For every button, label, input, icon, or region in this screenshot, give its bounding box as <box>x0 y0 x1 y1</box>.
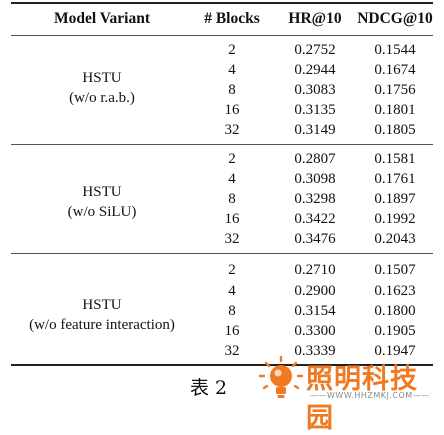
cell-ndcg10: 0.1507 <box>374 262 416 278</box>
cell-blocks: 2 <box>228 262 236 278</box>
cell-hr10: 0.3098 <box>294 171 336 187</box>
model-variant-name: HSTU <box>82 297 122 313</box>
header-model-variant: Model Variant <box>53 10 151 27</box>
model-variant-name: HSTU <box>82 70 122 86</box>
top-rule <box>11 2 433 4</box>
cell-blocks: 32 <box>224 343 240 359</box>
group-divider <box>11 253 433 254</box>
header-blocks: # Blocks <box>204 10 260 27</box>
cell-hr10: 0.3154 <box>294 303 336 319</box>
cell-hr10: 0.3135 <box>294 102 336 118</box>
cell-ndcg10: 0.1674 <box>374 62 416 78</box>
cell-ndcg10: 0.1992 <box>374 211 416 227</box>
cell-blocks: 8 <box>228 191 236 207</box>
table-caption: 表 2 <box>190 377 228 399</box>
cell-blocks: 32 <box>224 231 240 247</box>
cell-ndcg10: 0.1897 <box>374 191 416 207</box>
cell-hr10: 0.3300 <box>294 323 336 339</box>
cell-blocks: 8 <box>228 82 236 98</box>
cell-hr10: 0.2710 <box>294 262 336 278</box>
cell-hr10: 0.3422 <box>294 211 336 227</box>
watermark: 照明科技园 ——WWW.HHZMKJ.COM—— <box>258 355 444 434</box>
cell-ndcg10: 0.1905 <box>374 323 416 339</box>
cell-ndcg10: 0.1801 <box>374 102 416 118</box>
cell-blocks: 2 <box>228 151 236 167</box>
watermark-url: ——WWW.HHZMKJ.COM—— <box>310 391 430 400</box>
lightbulb-logo-icon <box>258 355 304 398</box>
header-hr10: HR@10 <box>288 10 342 27</box>
cell-blocks: 16 <box>224 211 240 227</box>
cell-hr10: 0.2944 <box>294 62 336 78</box>
cell-hr10: 0.2900 <box>294 283 336 299</box>
cell-blocks: 4 <box>228 283 236 299</box>
cell-blocks: 8 <box>228 303 236 319</box>
cell-hr10: 0.3298 <box>294 191 336 207</box>
cell-ndcg10: 0.1805 <box>374 122 416 138</box>
cell-blocks: 4 <box>228 171 236 187</box>
cell-hr10: 0.3149 <box>294 122 336 138</box>
header-ndcg10: NDCG@10 <box>357 10 433 27</box>
cell-blocks: 2 <box>228 42 236 58</box>
cell-hr10: 0.3476 <box>294 231 336 247</box>
cell-hr10: 0.2807 <box>294 151 336 167</box>
group-divider <box>11 144 433 145</box>
cell-hr10: 0.2752 <box>294 42 336 58</box>
model-variant-note: (w/o r.a.b.) <box>69 90 135 106</box>
model-variant-name: HSTU <box>82 184 122 200</box>
model-variant-note: (w/o feature interaction) <box>29 317 175 333</box>
cell-ndcg10: 0.1800 <box>374 303 416 319</box>
cell-ndcg10: 0.2043 <box>374 231 416 247</box>
cell-ndcg10: 0.1623 <box>374 283 416 299</box>
cell-blocks: 32 <box>224 122 240 138</box>
cell-ndcg10: 0.1947 <box>374 343 416 359</box>
header-rule <box>11 35 433 36</box>
cell-ndcg10: 0.1761 <box>374 171 416 187</box>
cell-ndcg10: 0.1544 <box>374 42 416 58</box>
cell-ndcg10: 0.1756 <box>374 82 416 98</box>
cell-blocks: 16 <box>224 102 240 118</box>
cell-hr10: 0.3083 <box>294 82 336 98</box>
cell-ndcg10: 0.1581 <box>374 151 416 167</box>
cell-blocks: 4 <box>228 62 236 78</box>
cell-hr10: 0.3339 <box>294 343 336 359</box>
bottom-rule <box>11 364 433 366</box>
model-variant-note: (w/o SiLU) <box>67 204 137 220</box>
cell-blocks: 16 <box>224 323 240 339</box>
